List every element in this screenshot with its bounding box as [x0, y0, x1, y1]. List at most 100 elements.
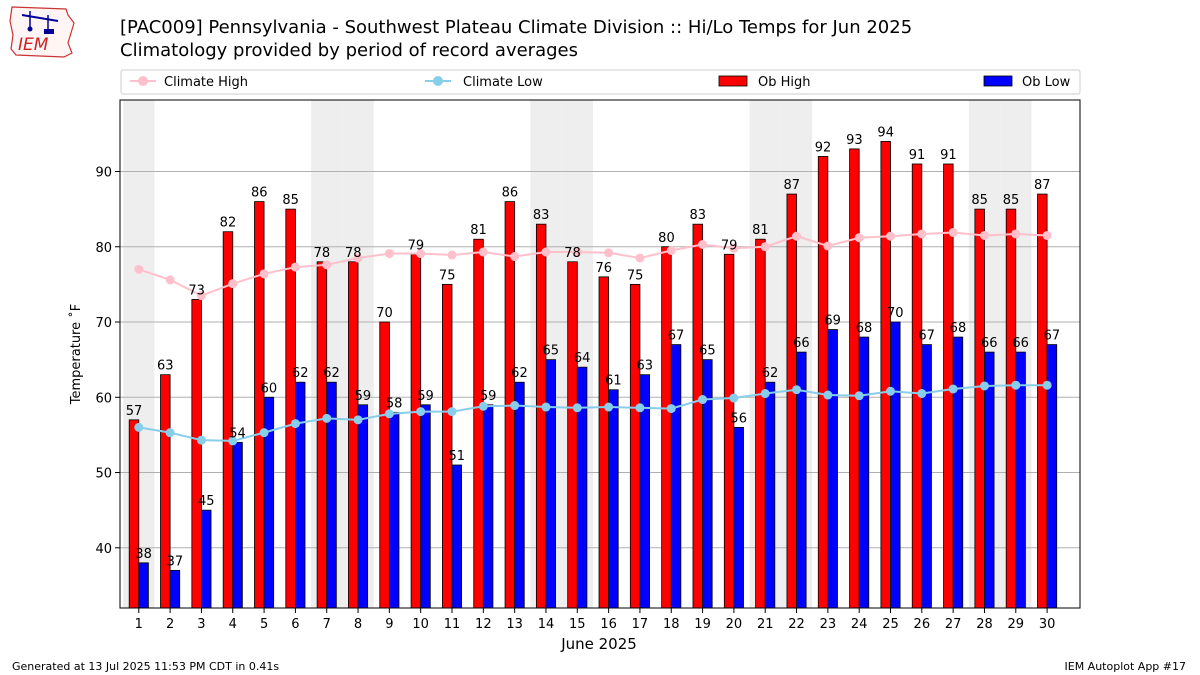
x-tick-label-6: 6	[291, 617, 299, 632]
ob-high-bar-15	[567, 261, 578, 609]
climate-high-point-26	[917, 229, 927, 239]
climate-low-point-2	[165, 428, 175, 438]
ob-low-label-26: 67	[918, 329, 935, 344]
ob-high-label-27: 91	[940, 148, 957, 163]
climate-low-point-8	[353, 415, 363, 425]
climate-high-point-2	[165, 275, 175, 285]
x-tick-label-18: 18	[663, 617, 680, 632]
ob-high-bar-17	[629, 283, 641, 609]
ob-low-label-25: 70	[887, 306, 904, 321]
x-tick-label-9: 9	[385, 617, 393, 632]
x-tick-label-26: 26	[914, 617, 931, 632]
ob-high-bar-30	[1037, 193, 1048, 609]
climate-high-point-15	[572, 247, 582, 257]
climate-high-point-6	[290, 262, 300, 272]
ob-low-bar-28	[984, 351, 995, 609]
climate-lines	[134, 227, 1052, 446]
climate-low-point-25	[886, 386, 896, 396]
ob-high-label-13: 86	[502, 186, 519, 201]
climate-low-point-19	[698, 395, 708, 405]
x-tick-label-1: 1	[135, 617, 143, 632]
ob-low-label-20: 56	[730, 411, 747, 426]
chart-title: [PAC009] Pennsylvania - Southwest Platea…	[120, 17, 913, 38]
ob-low-label-18: 67	[668, 329, 685, 344]
climate-high-point-24	[854, 233, 864, 243]
climate-low-point-29	[1011, 380, 1021, 390]
ob-high-label-2: 63	[157, 359, 174, 374]
climate-low-point-18	[666, 404, 676, 414]
iowa-outline-shape	[9, 6, 75, 58]
ob-low-label-2: 37	[167, 554, 184, 569]
ob-low-label-15: 64	[574, 351, 591, 366]
climate-low-point-20	[729, 393, 739, 403]
ob-high-bar-29	[1005, 208, 1017, 609]
x-tick-label-20: 20	[726, 617, 743, 632]
chart-subtitle: Climatology provided by period of record…	[120, 40, 578, 61]
footer-generated: Generated at 13 Jul 2025 11:53 PM CDT in…	[12, 660, 280, 673]
climate-low-point-12	[478, 401, 488, 411]
ob-low-label-29: 66	[1012, 336, 1029, 351]
ob-low-bar-12	[482, 404, 494, 609]
x-tick-label-25: 25	[882, 617, 899, 632]
ob-low-label-17: 63	[636, 359, 653, 374]
x-tick-label-15: 15	[569, 617, 586, 632]
bars	[128, 140, 1058, 609]
climate-low-point-1	[134, 422, 144, 432]
legend-frame	[120, 69, 1081, 95]
ob-low-bar-20	[733, 426, 744, 609]
x-tick-label-10: 10	[412, 617, 429, 632]
climate-low-point-3	[196, 435, 206, 445]
ob-high-label-16: 76	[596, 261, 613, 276]
ob-high-bar-25	[880, 140, 891, 609]
ob-low-label-28: 66	[981, 336, 998, 351]
plot-frame	[119, 99, 1081, 609]
climate-low-point-5	[259, 428, 269, 438]
climate-high-point-7	[322, 260, 332, 270]
climate-high-line	[138, 231, 1048, 297]
ob-low-bar-11	[451, 464, 463, 609]
iem-logo: IEM	[9, 6, 75, 58]
ob-low-label-10: 59	[417, 389, 434, 404]
ob-high-label-25: 94	[877, 125, 894, 140]
climate-high-point-9	[384, 249, 394, 259]
ob-high-bar-2	[160, 374, 171, 609]
legend-ob-low-swatch	[983, 75, 1013, 87]
climate-low-point-6	[290, 419, 300, 429]
ob-low-bar-29	[1015, 351, 1026, 609]
ob-high-label-14: 83	[533, 208, 550, 223]
ob-low-bar-6	[294, 381, 306, 609]
x-tick-label-5: 5	[260, 617, 268, 632]
ob-low-label-11: 51	[449, 449, 466, 464]
climate-low-line	[138, 384, 1048, 442]
ob-high-bar-10	[410, 253, 422, 609]
ob-low-bar-18	[670, 344, 682, 609]
ob-low-bar-13	[514, 381, 525, 609]
y-axis-label: Temperature ˚F	[68, 304, 84, 405]
data-labels: 57 63 73 82 86 85 78 78 70 79 75 81 86 83 78 76 75 80 83 79…	[126, 125, 1060, 569]
footer-app: IEM Autoplot App #17	[1064, 660, 1187, 673]
ob-low-label-7: 62	[323, 366, 340, 381]
climate-high-point-20	[729, 243, 739, 253]
ob-high-bar-19	[692, 223, 703, 609]
climate-low-point-11	[447, 407, 457, 417]
climate-high-point-1	[134, 264, 144, 274]
ob-high-label-30: 87	[1034, 178, 1051, 193]
ob-high-bar-8	[348, 261, 359, 609]
ob-high-label-18: 80	[658, 231, 675, 246]
y-tick-label-80: 80	[95, 241, 112, 256]
y-tick-label-40: 40	[95, 542, 112, 557]
climate-low-point-13	[510, 401, 520, 411]
ob-low-bar-25	[890, 321, 901, 609]
ob-low-label-19: 65	[699, 344, 716, 359]
climate-high-point-8	[353, 253, 363, 263]
x-tick-label-22: 22	[788, 617, 805, 632]
ob-high-bar-1	[128, 419, 140, 609]
climate-high-point-3	[196, 291, 206, 301]
ob-low-bar-16	[608, 389, 619, 609]
x-axis-label: June 2025	[560, 635, 637, 653]
climate-high-point-18	[666, 246, 676, 256]
ob-low-label-3: 45	[198, 494, 215, 509]
ob-high-label-7: 78	[314, 246, 331, 261]
ob-low-bar-24	[858, 336, 870, 609]
